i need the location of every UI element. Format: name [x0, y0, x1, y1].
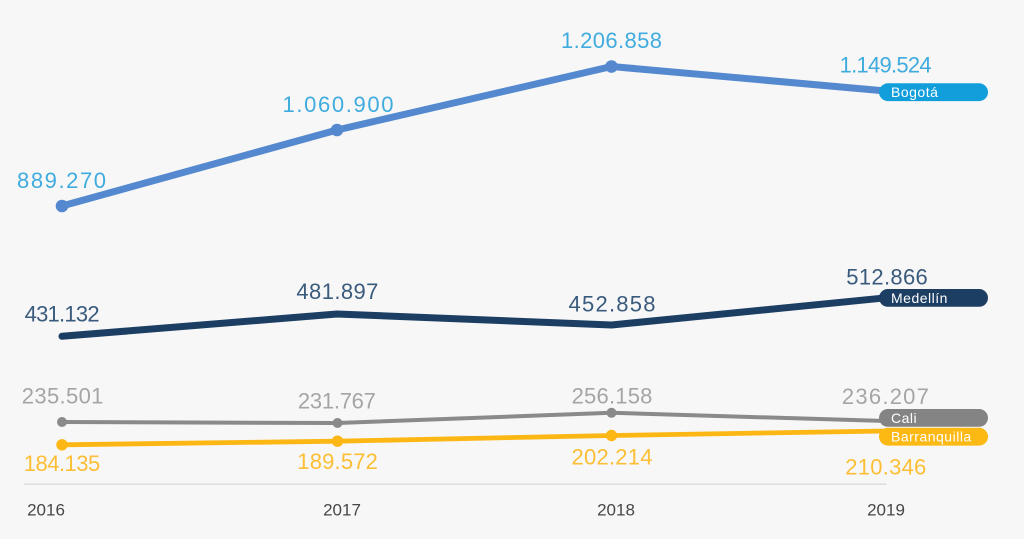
svg-text:431.132: 431.132: [25, 301, 100, 326]
svg-text:189.572: 189.572: [297, 449, 378, 474]
svg-text:235.501: 235.501: [22, 384, 104, 409]
svg-text:Bogotá: Bogotá: [891, 84, 938, 100]
svg-text:889.270: 889.270: [17, 168, 106, 193]
svg-text:Medellín: Medellín: [891, 290, 948, 306]
svg-text:2017: 2017: [323, 501, 361, 520]
svg-text:1.149.524: 1.149.524: [840, 53, 932, 78]
svg-text:1.060.900: 1.060.900: [283, 92, 394, 117]
svg-text:452.858: 452.858: [569, 291, 656, 316]
svg-text:2019: 2019: [867, 501, 905, 520]
svg-text:231.767: 231.767: [298, 389, 376, 414]
svg-text:256.158: 256.158: [572, 383, 653, 408]
svg-text:Cali: Cali: [891, 410, 917, 426]
svg-text:2018: 2018: [597, 501, 635, 520]
svg-text:236.207: 236.207: [842, 384, 929, 409]
svg-text:Barranquilla: Barranquilla: [891, 429, 972, 445]
svg-text:481.897: 481.897: [296, 279, 378, 304]
svg-text:2016: 2016: [27, 501, 65, 520]
svg-text:512.866: 512.866: [846, 265, 928, 290]
svg-text:1.206.858: 1.206.858: [561, 28, 662, 53]
svg-text:210.346: 210.346: [845, 454, 926, 479]
svg-text:202.214: 202.214: [572, 444, 653, 469]
svg-text:184.135: 184.135: [24, 451, 101, 476]
